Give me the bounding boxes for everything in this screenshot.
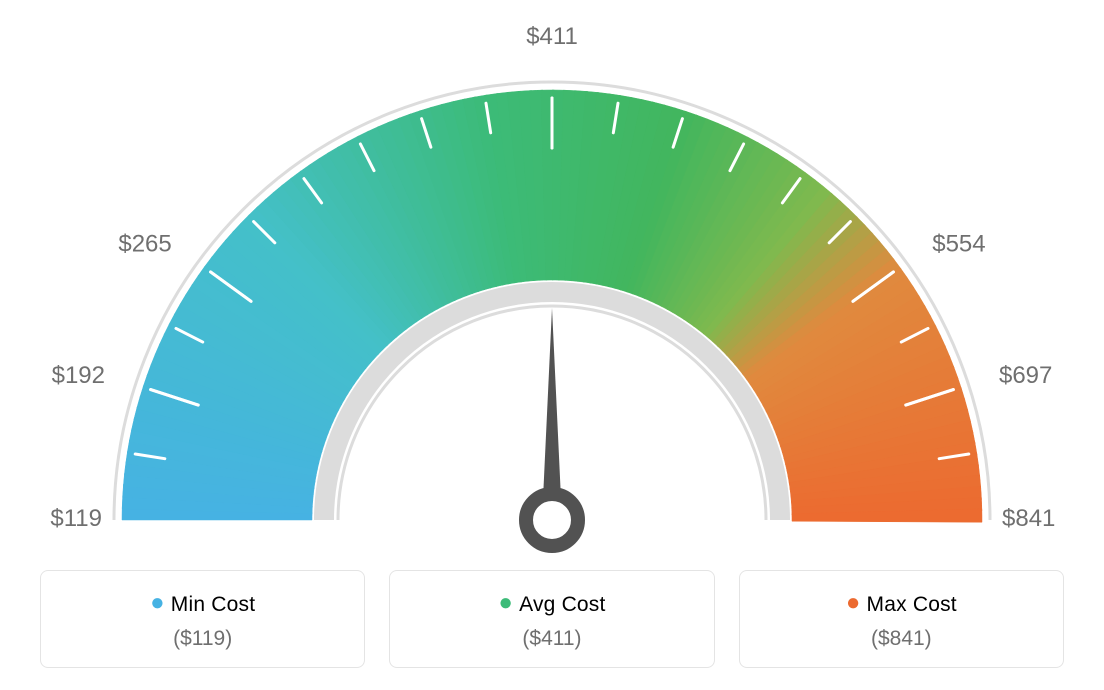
- legend-card-min: ● Min Cost ($119): [40, 570, 365, 668]
- dot-min: ●: [150, 589, 165, 616]
- legend-card-max: ● Max Cost ($841): [739, 570, 1064, 668]
- legend-value-avg: ($411): [400, 627, 703, 651]
- svg-text:$265: $265: [118, 231, 171, 258]
- svg-text:$554: $554: [932, 231, 985, 258]
- svg-text:$119: $119: [50, 505, 102, 532]
- legend-title-avg-text: Avg Cost: [519, 593, 605, 616]
- legend-row: ● Min Cost ($119) ● Avg Cost ($411) ● Max C…: [0, 560, 1104, 668]
- legend-value-min: ($119): [51, 627, 354, 651]
- legend-title-min: ● Min Cost: [51, 589, 354, 617]
- cost-gauge: $119 $192 $265 $411 $554 $697 $841: [0, 0, 1104, 560]
- legend-value-max: ($841): [750, 627, 1053, 651]
- dot-avg: ●: [498, 589, 513, 616]
- legend-title-max-text: Max Cost: [867, 593, 957, 616]
- svg-text:$841: $841: [1002, 505, 1055, 532]
- gauge-svg: $119 $192 $265 $411 $554 $697 $841: [0, 0, 1104, 560]
- legend-title-max: ● Max Cost: [750, 589, 1053, 617]
- svg-text:$411: $411: [526, 23, 578, 50]
- legend-title-avg: ● Avg Cost: [400, 589, 703, 617]
- dot-max: ●: [846, 589, 861, 616]
- legend-title-min-text: Min Cost: [171, 593, 255, 616]
- legend-card-avg: ● Avg Cost ($411): [389, 570, 714, 668]
- svg-text:$697: $697: [999, 362, 1052, 389]
- svg-text:$192: $192: [52, 362, 105, 389]
